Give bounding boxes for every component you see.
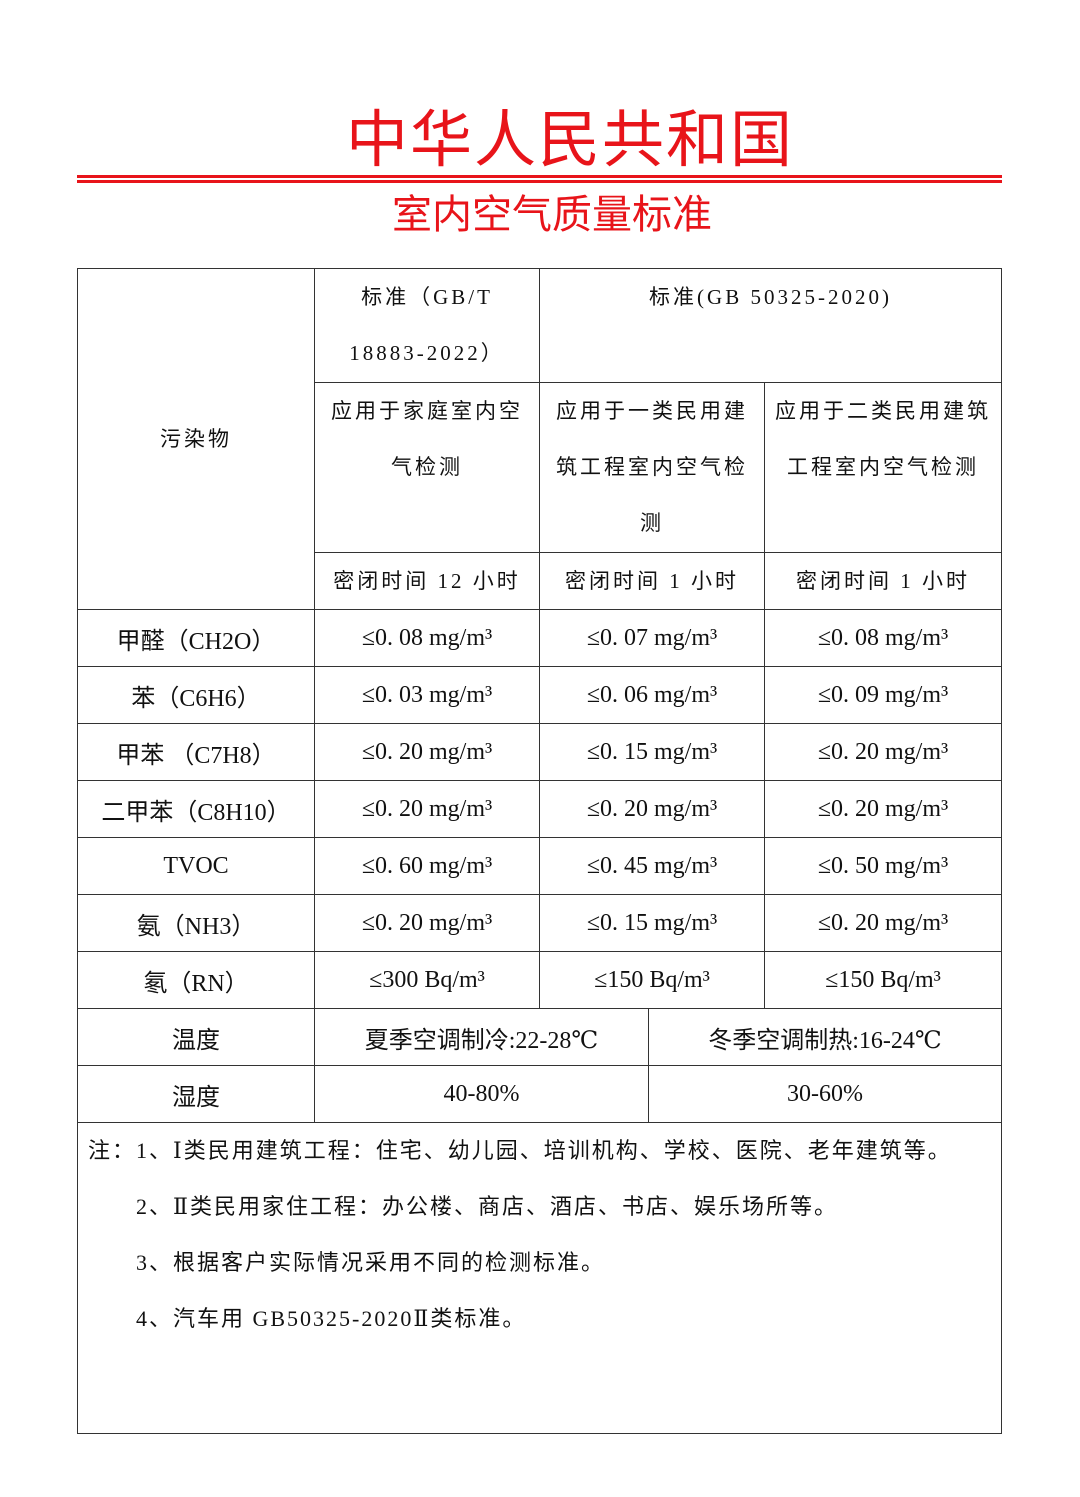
note-3: 3、根据客户实际情况采用不同的检测标准。	[136, 1250, 606, 1275]
note-1: 注：1、Ⅰ类民用建筑工程：住宅、幼儿园、培训机构、学校、医院、老年建筑等。	[88, 1138, 952, 1163]
application-class2: 应用于二类民用建筑工程室内空气检测	[763, 382, 1003, 553]
standards-table: 污染物 标准（GB/T 18883-2022） 标准(GB 50325-2020)…	[76, 268, 1003, 1434]
table-row: 甲醛（CH2O） ≤0. 08 mg/m³ ≤0. 07 mg/m³ ≤0. 08 m…	[77, 609, 1003, 667]
standard-gbt-line1: 标准（GB/T	[361, 285, 493, 309]
pollutant-name: 氡（RN）	[77, 951, 315, 1009]
limit-home: ≤300 Bq/m³	[314, 951, 540, 1009]
limit-class1: ≤150 Bq/m³	[539, 951, 765, 1009]
limit-class2: ≤0. 20 mg/m³	[763, 723, 1003, 781]
limit-home: ≤0. 20 mg/m³	[314, 780, 540, 838]
title-rule	[77, 175, 1002, 178]
seal-time-home: 密闭时间 12 小时	[314, 552, 540, 610]
note-4: 4、汽车用 GB50325-2020Ⅱ类标准。	[136, 1306, 527, 1331]
temperature-winter: 冬季空调制热:16-24℃	[647, 1008, 1003, 1066]
temperature-summer: 夏季空调制冷:22-28℃	[314, 1008, 649, 1066]
seal-time-class2: 密闭时间 1 小时	[763, 552, 1003, 610]
pollutant-name: 苯（C6H6）	[77, 666, 315, 724]
table-row: 氨（NH3） ≤0. 20 mg/m³ ≤0. 15 mg/m³ ≤0. 20 mg/…	[77, 894, 1003, 952]
limit-home: ≤0. 08 mg/m³	[314, 609, 540, 667]
limit-home: ≤0. 20 mg/m³	[314, 894, 540, 952]
limit-class2: ≤0. 50 mg/m³	[763, 837, 1003, 895]
table-row: 苯（C6H6） ≤0. 03 mg/m³ ≤0. 06 mg/m³ ≤0. 09 mg…	[77, 666, 1003, 724]
pollutant-header: 污染物	[77, 268, 315, 610]
limit-class1: ≤0. 06 mg/m³	[539, 666, 765, 724]
limit-class1: ≤0. 45 mg/m³	[539, 837, 765, 895]
limit-class1: ≤0. 07 mg/m³	[539, 609, 765, 667]
limit-home: ≤0. 60 mg/m³	[314, 837, 540, 895]
limit-class1: ≤0. 15 mg/m³	[539, 723, 765, 781]
document-title: 中华人民共和国	[345, 103, 794, 176]
pollutant-name: TVOC	[77, 837, 315, 895]
notes: 注：1、Ⅰ类民用建筑工程：住宅、幼儿园、培训机构、学校、医院、老年建筑等。 2、…	[76, 1122, 1003, 1434]
limit-class1: ≤0. 15 mg/m³	[539, 894, 765, 952]
table-row: 氡（RN） ≤300 Bq/m³ ≤150 Bq/m³ ≤150 Bq/m³	[77, 951, 1003, 1009]
table-row: 二甲苯（C8H10） ≤0. 20 mg/m³ ≤0. 20 mg/m³ ≤0. 20…	[77, 780, 1003, 838]
limit-class1: ≤0. 20 mg/m³	[539, 780, 765, 838]
humidity-summer: 40-80%	[314, 1065, 649, 1123]
pollutant-name: 甲醛（CH2O）	[77, 609, 315, 667]
limit-class2: ≤0. 20 mg/m³	[763, 780, 1003, 838]
table-row: TVOC ≤0. 60 mg/m³ ≤0. 45 mg/m³ ≤0. 50 mg/m³	[77, 837, 1003, 895]
pollutant-name: 二甲苯（C8H10）	[77, 780, 315, 838]
standard-gb-header: 标准(GB 50325-2020)	[538, 268, 1003, 383]
pollutant-name: 氨（NH3）	[77, 894, 315, 952]
limit-class2: ≤0. 08 mg/m³	[763, 609, 1003, 667]
application-home: 应用于家庭室内空气检测	[314, 382, 540, 553]
standard-gbt-header: 标准（GB/T 18883-2022）	[314, 268, 540, 383]
application-class1: 应用于一类民用建筑工程室内空气检测	[539, 382, 765, 553]
limit-home: ≤0. 20 mg/m³	[314, 723, 540, 781]
limit-home: ≤0. 03 mg/m³	[314, 666, 540, 724]
title-rule	[77, 180, 1002, 183]
humidity-winter: 30-60%	[647, 1065, 1003, 1123]
table-row: 甲苯 （C7H8） ≤0. 20 mg/m³ ≤0. 15 mg/m³ ≤0. 20 …	[77, 723, 1003, 781]
document-subtitle: 室内空气质量标准	[392, 192, 712, 238]
standard-gbt-line2: 18883-2022）	[349, 341, 505, 365]
limit-class2: ≤150 Bq/m³	[763, 951, 1003, 1009]
limit-class2: ≤0. 20 mg/m³	[763, 894, 1003, 952]
pollutant-name: 甲苯 （C7H8）	[77, 723, 315, 781]
note-2: 2、Ⅱ类民用家住工程：办公楼、商店、酒店、书店、娱乐场所等。	[136, 1194, 838, 1219]
humidity-label: 湿度	[77, 1065, 315, 1123]
seal-time-class1: 密闭时间 1 小时	[539, 552, 765, 610]
temperature-label: 温度	[77, 1008, 315, 1066]
limit-class2: ≤0. 09 mg/m³	[763, 666, 1003, 724]
